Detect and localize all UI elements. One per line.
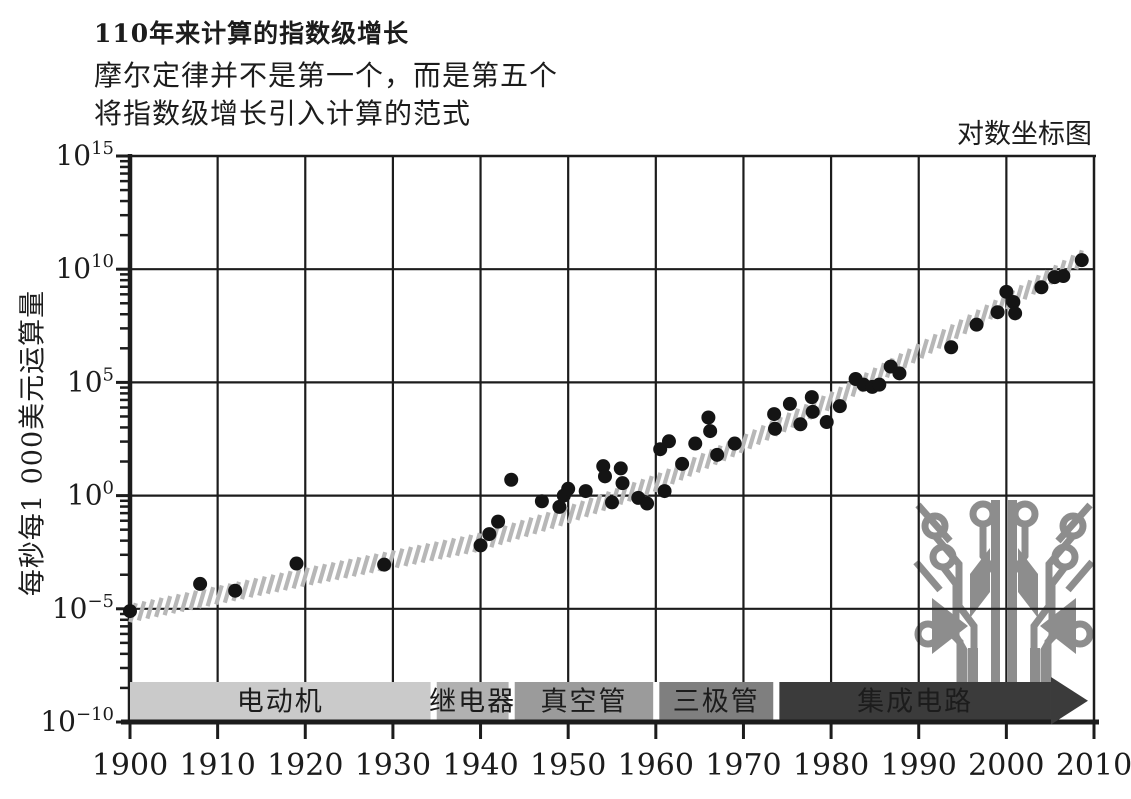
- x-tick-label: 1980: [793, 748, 869, 783]
- era-band-label: 三极管: [673, 686, 760, 717]
- era-band: [514, 682, 654, 720]
- data-point: [990, 305, 1005, 320]
- data-point: [688, 436, 703, 451]
- data-point: [193, 576, 208, 591]
- data-point: [578, 484, 593, 499]
- era-band-arrowhead: [1050, 677, 1088, 725]
- data-point: [944, 340, 959, 355]
- y-tick-label: 1010: [55, 251, 114, 285]
- data-point: [289, 556, 304, 571]
- x-tick-label: 1920: [267, 748, 343, 783]
- figure-subtitle-line-2: 将指数级增长引入计算的范式: [94, 97, 472, 130]
- data-point: [615, 476, 630, 491]
- data-point: [1074, 253, 1089, 268]
- axis-lines: [121, 154, 1099, 725]
- data-point: [804, 390, 819, 405]
- data-point: [613, 461, 628, 476]
- data-point: [782, 396, 797, 411]
- era-band-label: 电动机: [237, 686, 324, 717]
- figure-title: 110年来计算的指数级增长: [94, 19, 410, 48]
- data-point: [793, 417, 808, 432]
- data-point: [1034, 280, 1049, 295]
- circuit-board-icon: [913, 500, 1095, 682]
- y-tick-label: 1015: [55, 138, 114, 172]
- log-scale-note: 对数坐标图: [957, 119, 1092, 150]
- data-point: [1008, 306, 1023, 321]
- data-point: [597, 469, 612, 484]
- data-point: [605, 495, 619, 510]
- data-point: [491, 514, 506, 529]
- era-bands: 电动机 继电器 真空管 三极管 集成电路: [130, 677, 1088, 725]
- y-tick-label: 105: [67, 364, 114, 398]
- data-point: [657, 484, 672, 499]
- data-point: [832, 399, 847, 414]
- scatter-points: [123, 253, 1089, 619]
- x-tick-label: 1930: [355, 748, 431, 783]
- x-tick-label: 1970: [705, 748, 781, 783]
- data-point: [1006, 295, 1021, 310]
- era-band-label: 集成电路: [857, 686, 973, 717]
- data-point: [727, 436, 742, 451]
- data-point: [1056, 268, 1071, 283]
- circuit-half-right: [1008, 500, 1095, 682]
- x-tick-label: 1940: [442, 748, 518, 783]
- data-point: [703, 424, 718, 439]
- era-band: [659, 682, 774, 720]
- era-band-label: 继电器: [429, 686, 516, 717]
- data-point: [377, 557, 392, 572]
- data-point: [767, 407, 782, 422]
- grid-lines: [130, 156, 1094, 682]
- era-band: [779, 682, 1051, 720]
- y-axis-labels: 1015 1010 105 100 10−5 10−10: [40, 138, 114, 738]
- data-point: [473, 538, 488, 553]
- data-point: [228, 583, 243, 598]
- data-point: [561, 481, 576, 496]
- data-point: [534, 494, 549, 509]
- era-band: [130, 682, 431, 720]
- x-tick-label: 1900: [92, 748, 168, 783]
- data-point: [482, 527, 497, 542]
- x-tick-label: 2000: [968, 748, 1044, 783]
- data-point: [999, 284, 1014, 299]
- era-band-label: 真空管: [540, 686, 627, 717]
- y-tick-label: 10−10: [40, 704, 114, 738]
- data-point: [504, 472, 519, 487]
- x-axis-labels: 1900 1910 1920 1930 1940 1950 1960 1970 1980 1990…: [92, 748, 1131, 783]
- data-point: [675, 456, 690, 471]
- data-point: [872, 377, 887, 392]
- data-point: [710, 447, 725, 462]
- x-axis-ticks: [128, 724, 1096, 739]
- data-point: [701, 410, 716, 425]
- data-point: [640, 496, 655, 511]
- x-tick-label: 1960: [618, 748, 694, 783]
- x-tick-label: 1950: [530, 748, 606, 783]
- y-tick-label: 100: [67, 478, 114, 512]
- data-point: [892, 366, 907, 381]
- circuit-half-left: [913, 500, 1000, 682]
- data-point: [768, 421, 783, 436]
- x-tick-label: 1990: [881, 748, 957, 783]
- data-point: [969, 317, 984, 332]
- y-tick-label: 10−5: [52, 591, 114, 625]
- figure-subtitle-line-1: 摩尔定律并不是第一个，而是第五个: [94, 59, 559, 92]
- data-point: [123, 604, 137, 619]
- x-tick-label: 1910: [179, 748, 255, 783]
- era-band: [436, 682, 509, 720]
- data-point: [552, 499, 567, 514]
- data-point: [819, 415, 834, 430]
- data-point: [661, 434, 676, 449]
- data-point: [805, 404, 820, 419]
- x-tick-label: 2010: [1056, 748, 1131, 783]
